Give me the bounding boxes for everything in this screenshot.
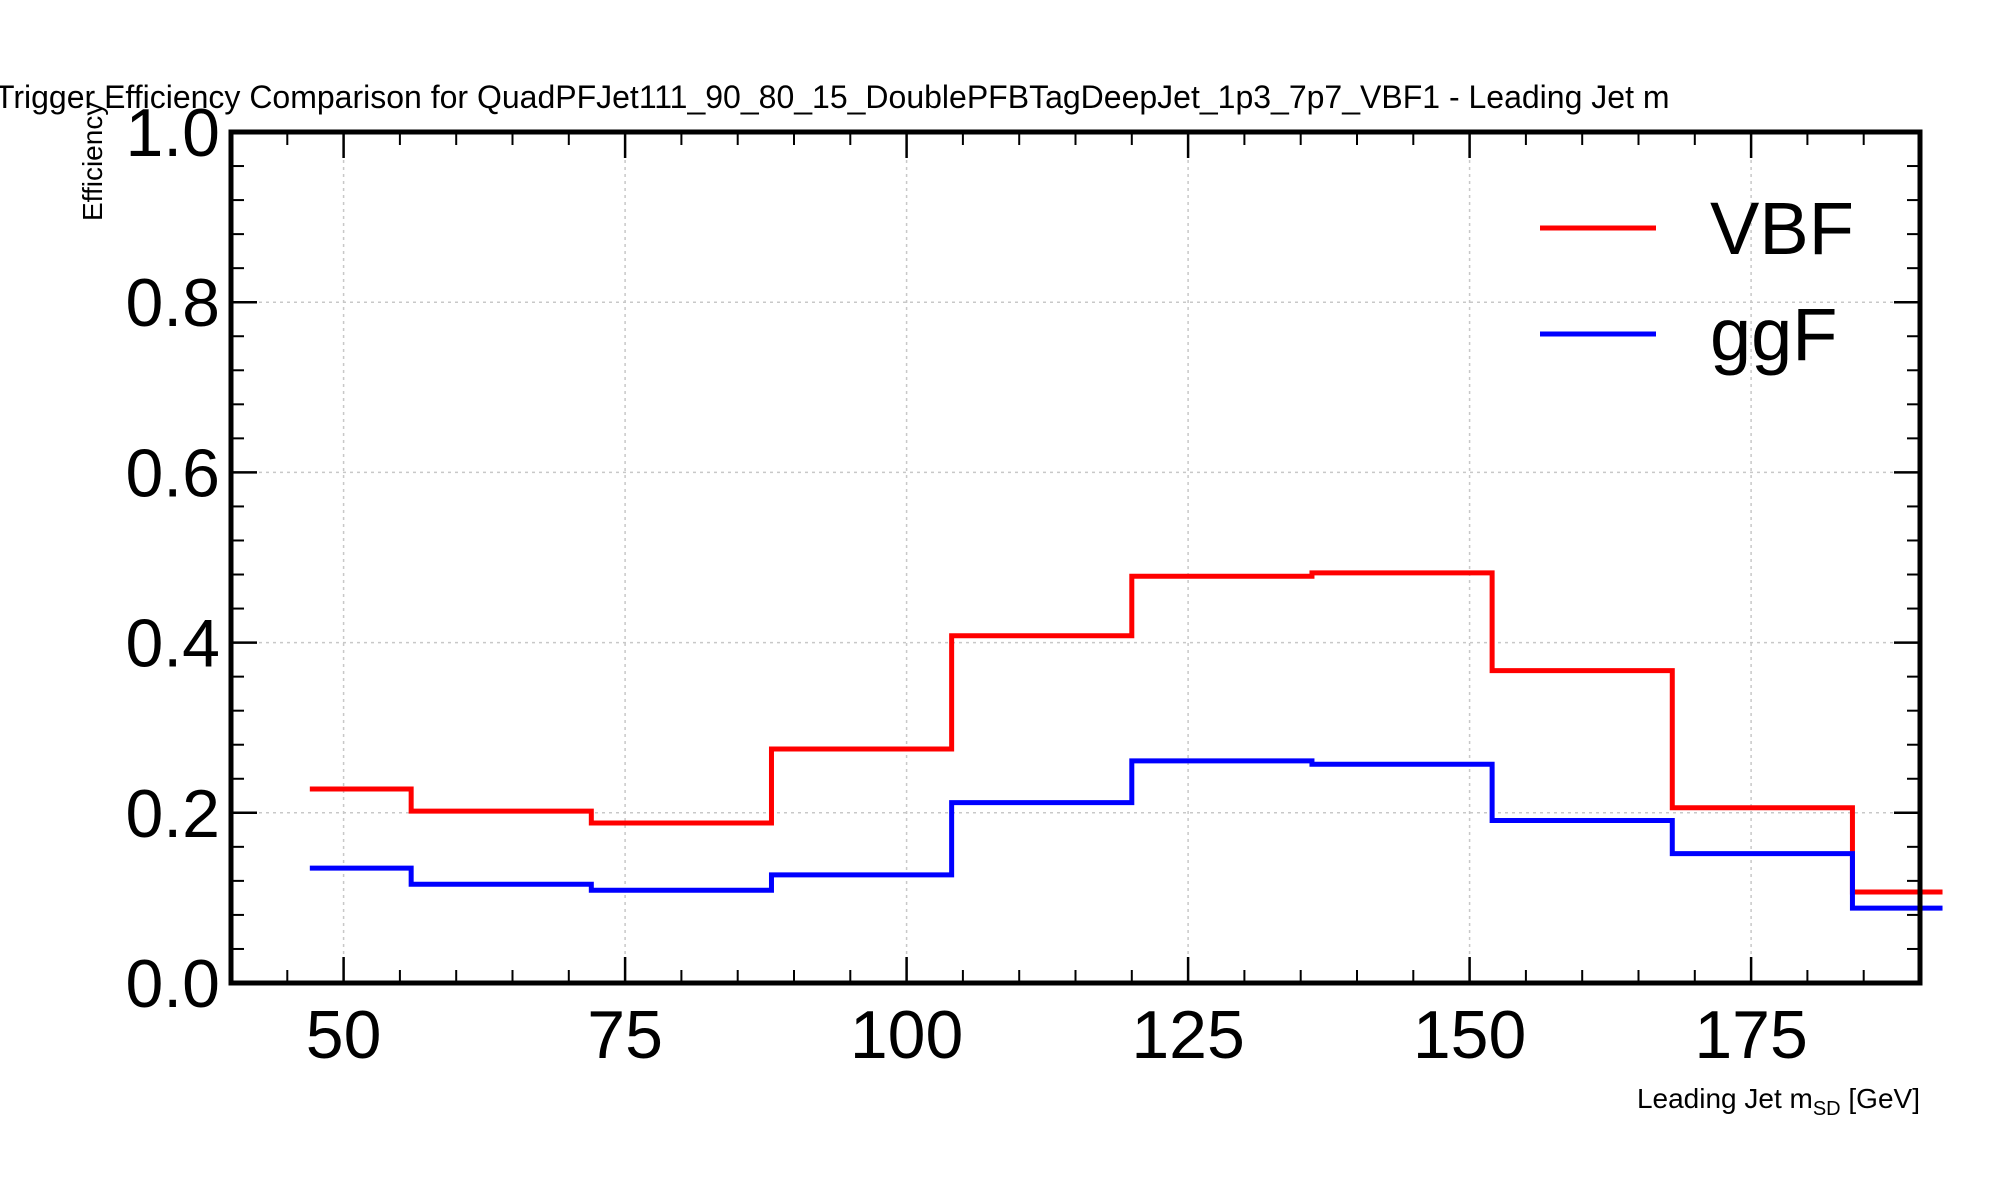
- plot-frame: [228, 129, 1923, 986]
- x-axis-label-unit: [GeV]: [1841, 1083, 1920, 1114]
- x-axis-label-main: Leading Jet m: [1637, 1083, 1813, 1114]
- legend-label-ggf: ggF: [1710, 293, 1838, 376]
- y-tick-label: 0.4: [125, 606, 220, 682]
- series-line-vbf: [309, 570, 1943, 895]
- x-tick-label: 125: [1131, 997, 1244, 1073]
- x-axis-label: Leading Jet mSD [GeV]: [1637, 1083, 1920, 1120]
- legend-label-vbf: VBF: [1710, 187, 1854, 270]
- y-tick-label: 1.0: [125, 95, 220, 171]
- legend: VBF ggF: [1540, 187, 1854, 376]
- tick-labels: 50 75 100 125 150 175 0.0 0.2 0.4 0.6 0.8 1.0: [125, 95, 1807, 1073]
- x-tick-label: 150: [1413, 997, 1526, 1073]
- grid: [231, 131, 1920, 984]
- y-axis-label: Efficiency: [77, 102, 108, 221]
- series-line-ggf: [309, 758, 1943, 911]
- y-tick-label: 0.0: [125, 946, 220, 1022]
- y-tick-label: 0.2: [125, 776, 220, 852]
- series-layer: [309, 570, 1943, 911]
- x-axis-label-subscript: SD: [1813, 1098, 1841, 1120]
- x-tick-label: 50: [306, 997, 382, 1073]
- y-tick-label: 0.6: [125, 435, 220, 511]
- y-tick-label: 0.8: [125, 265, 220, 341]
- x-tick-label: 175: [1694, 997, 1807, 1073]
- x-tick-label: 75: [587, 997, 663, 1073]
- axis-ticks: [231, 130, 1920, 985]
- x-tick-label: 100: [850, 997, 963, 1073]
- chart-title: Trigger Efficiency Comparison for QuadPF…: [0, 79, 1670, 115]
